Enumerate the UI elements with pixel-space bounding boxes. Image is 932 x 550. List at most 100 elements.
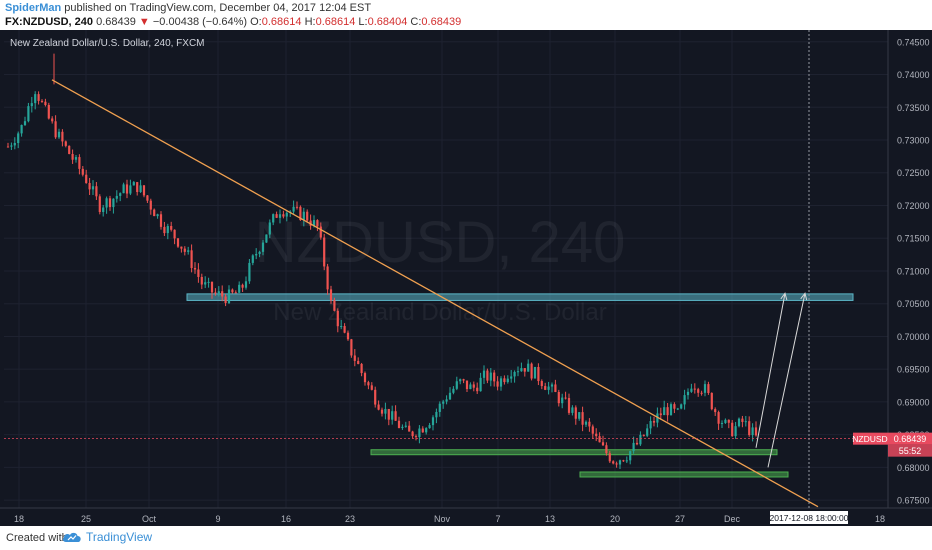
candle-body — [122, 184, 125, 194]
down-arrow-icon: ▼ — [138, 16, 150, 28]
x-tick-label: 7 — [495, 514, 500, 524]
candle-body — [751, 427, 754, 436]
candle-body — [119, 193, 122, 196]
candle-body — [693, 388, 696, 390]
chart-title: New Zealand Dollar/U.S. Dollar, 240, FXC… — [10, 38, 205, 49]
candle-body — [482, 370, 486, 378]
candle-body — [51, 118, 54, 122]
projection-arrows — [755, 292, 808, 468]
published-text: published on TradingView.com, December 0… — [61, 2, 372, 14]
candle-body — [248, 262, 251, 282]
candle-body — [431, 417, 435, 426]
candle-body — [295, 206, 299, 208]
candle-body — [112, 198, 115, 208]
candle-body — [227, 289, 231, 304]
price-chart[interactable]: 0.74500 0.74000 0.73500 0.73000 0.72500 0.720… — [0, 30, 932, 526]
price-tag-symbol: NZDUSD — [852, 434, 887, 444]
candle-body — [139, 185, 142, 193]
candle-body — [700, 392, 703, 394]
candle-body — [499, 378, 503, 387]
candle-body — [64, 141, 67, 146]
candle-body — [608, 453, 611, 462]
countdown-label: 55:52 — [899, 446, 922, 456]
arrow-head — [800, 292, 808, 301]
candle-body — [744, 421, 747, 423]
candle-body — [47, 104, 50, 119]
candle-body — [727, 419, 730, 423]
created-with-text: Created with — [6, 532, 68, 544]
candle-body — [659, 413, 662, 416]
x-tick-label: 27 — [675, 514, 685, 524]
candle-body — [68, 145, 71, 154]
chart-area[interactable]: 0.74500 0.74000 0.73500 0.73000 0.72500 0.720… — [0, 30, 932, 526]
author-name[interactable]: SpiderMan — [5, 2, 62, 14]
candle-body — [404, 425, 407, 427]
candle-body — [238, 284, 241, 293]
candle-body — [37, 94, 40, 101]
y-tick-label: 0.67500 — [897, 496, 930, 506]
candle-body — [754, 427, 758, 436]
candle-body — [571, 407, 574, 413]
candle-body — [336, 310, 339, 327]
candle-body — [387, 408, 390, 420]
candle-body — [329, 289, 333, 301]
candle-body — [567, 398, 571, 413]
candle-body — [421, 428, 424, 433]
candle-body — [61, 131, 64, 142]
tradingview-logo[interactable]: TradingView — [62, 530, 152, 544]
watermark-name: New Zealand Dollar/U.S. Dollar — [273, 299, 606, 326]
candle-body — [714, 409, 717, 413]
candle-body — [299, 206, 302, 221]
candle-body — [462, 379, 465, 381]
candle-body — [74, 157, 78, 160]
candle-body — [503, 378, 506, 383]
candle-body — [465, 380, 469, 390]
y-tick-label: 0.74500 — [897, 37, 930, 47]
candle-body — [85, 174, 88, 183]
y-tick-label: 0.72000 — [897, 201, 930, 211]
countdown-bg — [888, 444, 932, 457]
candle-body — [34, 94, 37, 104]
candle-body — [489, 372, 492, 381]
candle-body — [54, 121, 57, 138]
candle-body — [265, 234, 268, 243]
open-value: 0.68614 — [261, 16, 302, 28]
high-value: 0.68614 — [315, 16, 356, 28]
candle-body — [255, 253, 258, 256]
y-tick-label: 0.71500 — [897, 234, 930, 244]
y-tick-label: 0.71000 — [897, 266, 930, 276]
candle-body — [513, 371, 516, 377]
close-value: 0.68439 — [421, 16, 462, 28]
candle-body — [408, 425, 411, 432]
x-tick-label: Nov — [434, 514, 451, 524]
candle-body — [459, 379, 462, 382]
candle-body — [533, 366, 537, 379]
candle-body — [105, 198, 108, 208]
candle-body — [639, 434, 642, 445]
candle-body — [397, 420, 401, 428]
candle-body — [618, 460, 622, 465]
candle-body — [625, 460, 628, 462]
candle-body — [438, 403, 441, 412]
candle-body — [663, 407, 666, 416]
candle-body — [418, 428, 421, 438]
candle-body — [669, 404, 673, 416]
candle-body — [680, 404, 683, 409]
candle-body — [91, 186, 95, 190]
candle-body — [153, 209, 156, 217]
candle-body — [493, 372, 496, 382]
y-tick-label: 0.70000 — [897, 332, 930, 342]
candle-body — [717, 412, 720, 424]
candle-body — [115, 195, 118, 199]
candle-body — [231, 289, 234, 293]
candle-body — [170, 226, 173, 230]
candle-body — [159, 214, 163, 227]
publish-header: SpiderMan published on TradingView.com, … — [0, 0, 932, 30]
candle-body — [350, 339, 353, 356]
candle-body — [156, 214, 159, 217]
candle-body — [258, 251, 261, 254]
candle-body — [319, 226, 322, 238]
support-zone-lower — [579, 471, 789, 478]
candle-body — [132, 182, 135, 186]
candle-body — [690, 388, 693, 392]
